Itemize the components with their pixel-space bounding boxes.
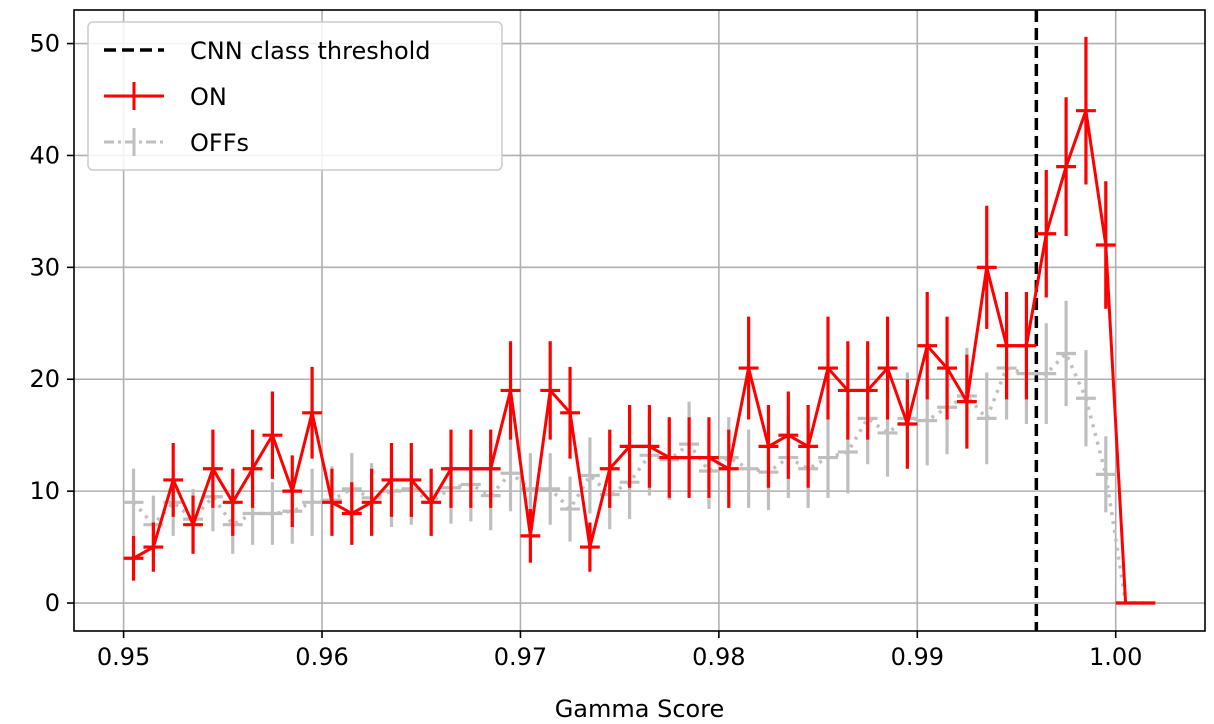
x-tick-label: 0.95 bbox=[97, 643, 150, 671]
y-tick-label: 10 bbox=[29, 477, 60, 505]
plot-frame bbox=[73, 9, 1206, 632]
legend-on-label: ON bbox=[190, 83, 227, 111]
x-tick-label: 0.99 bbox=[891, 643, 944, 671]
x-axis-title: Gamma Score bbox=[555, 695, 725, 723]
grid bbox=[74, 10, 1205, 631]
legend-threshold-label: CNN class threshold bbox=[190, 37, 431, 65]
legend-offs-label: OFFs bbox=[190, 129, 249, 157]
y-tick-label: 40 bbox=[29, 141, 60, 169]
y-tick-label: 20 bbox=[29, 365, 60, 393]
x-tick-label: 0.97 bbox=[494, 643, 547, 671]
y-tick-label: 30 bbox=[29, 253, 60, 281]
x-tick-label: 0.96 bbox=[295, 643, 348, 671]
x-tick-label: 0.98 bbox=[692, 643, 745, 671]
series-offs-line bbox=[132, 351, 1146, 605]
legend-box bbox=[87, 21, 503, 171]
y-tick-label: 0 bbox=[45, 589, 60, 617]
axis-ticks: 0.95 0.96 0.97 0.98 0.99 1.00 0 10 20 30 40 50 bbox=[29, 30, 1142, 671]
series-layer bbox=[123, 36, 1156, 605]
legend: CNN class threshold ON OFFs bbox=[87, 21, 503, 171]
x-tick-label: 1.00 bbox=[1089, 643, 1142, 671]
series-on-group bbox=[123, 36, 1156, 605]
y-tick-label: 50 bbox=[29, 30, 60, 58]
